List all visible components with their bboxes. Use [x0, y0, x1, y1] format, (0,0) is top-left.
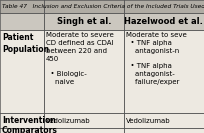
Text: Comparators: Comparators — [2, 126, 58, 133]
Bar — [44, 113, 124, 128]
Text: Vedolizumab: Vedolizumab — [126, 118, 171, 124]
Bar — [0, 30, 44, 113]
Bar — [124, 128, 204, 133]
Bar — [0, 0, 44, 13]
Text: Patient
Population: Patient Population — [2, 34, 49, 54]
Bar — [0, 113, 44, 128]
Text: Vedolizumab: Vedolizumab — [46, 118, 91, 124]
Bar — [124, 30, 204, 113]
Bar — [124, 0, 204, 13]
Bar — [44, 13, 124, 30]
Text: Table 47   Inclusion and Exclusion Criteria of the Included Trials Used in the I: Table 47 Inclusion and Exclusion Criteri… — [2, 4, 204, 9]
Bar — [0, 128, 44, 133]
Bar — [44, 0, 124, 13]
Text: Hazelwood et al.: Hazelwood et al. — [124, 17, 203, 26]
Bar — [124, 13, 204, 30]
Text: Moderate to seve
  • TNF alpha
    antagonist-n

  • TNF alpha
    antagonist-
 : Moderate to seve • TNF alpha antagonist-… — [126, 32, 187, 85]
Text: Intervention: Intervention — [2, 116, 56, 125]
Bar — [44, 30, 124, 113]
Text: Singh et al.: Singh et al. — [57, 17, 111, 26]
Text: Moderate to severe
CD defined as CDAI
between 220 and
450

  • Biologic-
    nai: Moderate to severe CD defined as CDAI be… — [46, 32, 114, 85]
Bar — [124, 113, 204, 128]
Bar — [0, 13, 44, 30]
Bar — [44, 128, 124, 133]
